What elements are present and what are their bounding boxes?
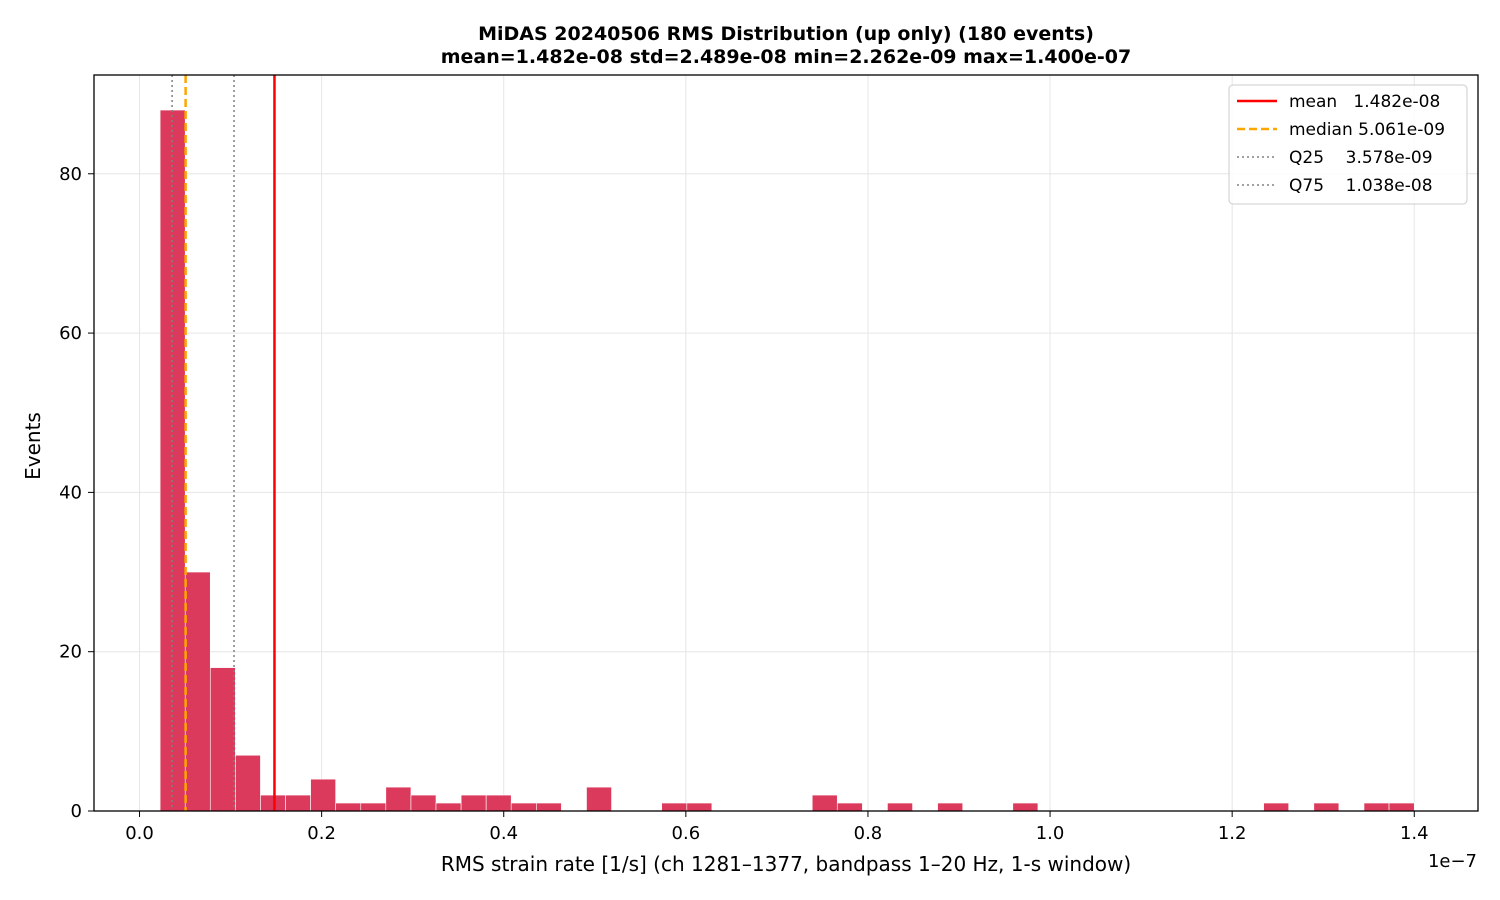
histogram-bar	[937, 802, 964, 812]
y-tick-label: 80	[59, 164, 82, 185]
histogram-bar	[435, 802, 462, 812]
chart-title-line2: mean=1.482e-08 std=2.489e-08 min=2.262e-…	[441, 46, 1132, 68]
histogram-bar	[536, 802, 562, 812]
legend-label-median: median 5.061e-09	[1289, 120, 1445, 140]
histogram-bar	[1363, 802, 1390, 812]
x-tick-label: 0.8	[854, 823, 883, 844]
legend-label-mean: mean 1.482e-08	[1289, 92, 1440, 112]
histogram-bar	[310, 778, 336, 812]
legend: mean 1.482e-08 median 5.061e-09 Q25 3.578e…	[1228, 84, 1468, 205]
legend-box	[1228, 84, 1468, 205]
histogram-bars	[159, 109, 1415, 812]
histogram-bar	[586, 786, 612, 812]
histogram-bar	[485, 794, 512, 812]
histogram-bar	[1388, 802, 1415, 812]
plot-frame	[93, 74, 1479, 812]
x-tick-label: 1.4	[1400, 823, 1429, 844]
legend-label-q25: Q25 3.578e-09	[1289, 148, 1433, 168]
x-tick-label: 0.2	[307, 823, 336, 844]
reference-lines	[171, 75, 276, 811]
x-tick-label: 0.6	[672, 823, 701, 844]
y-tick-label: 60	[59, 323, 82, 344]
histogram-bar	[686, 802, 713, 812]
histogram-bar	[460, 794, 487, 812]
histogram-bar	[1012, 802, 1039, 812]
histogram-bar	[836, 802, 863, 812]
histogram-bar	[1313, 802, 1340, 812]
x-axis-label: RMS strain rate [1/s] (ch 1281–1377, ban…	[441, 852, 1131, 876]
histogram-bar	[1263, 802, 1290, 812]
histogram-bar	[661, 802, 688, 812]
y-axis-ticks: 0 20 40 60 80	[59, 164, 94, 822]
x-axis-offset-label: 1e−7	[1428, 851, 1477, 872]
x-tick-label: 0.4	[489, 823, 518, 844]
x-axis-ticks: 0.0 0.2 0.4 0.6 0.8 1.0 1.2 1.4	[125, 811, 1429, 844]
histogram-bar	[410, 794, 437, 812]
histogram-bar	[285, 794, 311, 812]
histogram-bar	[385, 786, 412, 812]
x-tick-label: 1.2	[1218, 823, 1247, 844]
histogram-bar	[887, 802, 913, 812]
histogram-bar	[184, 571, 211, 812]
x-tick-label: 1.0	[1036, 823, 1065, 844]
y-tick-label: 40	[59, 482, 82, 503]
histogram-bar	[260, 794, 286, 812]
histogram-bar	[335, 802, 362, 812]
histogram-bar	[510, 802, 537, 812]
histogram-bar	[209, 667, 236, 812]
histogram-bar	[811, 794, 838, 812]
y-tick-label: 20	[59, 642, 82, 663]
histogram-bar	[360, 802, 387, 812]
y-axis-label: Events	[21, 412, 45, 480]
legend-label-q75: Q75 1.038e-08	[1289, 176, 1433, 196]
x-tick-label: 0.0	[125, 823, 154, 844]
histogram-bar	[235, 754, 261, 812]
y-tick-label: 0	[71, 801, 82, 822]
chart-title-line1: MiDAS 20240506 RMS Distribution (up only…	[478, 23, 1094, 45]
